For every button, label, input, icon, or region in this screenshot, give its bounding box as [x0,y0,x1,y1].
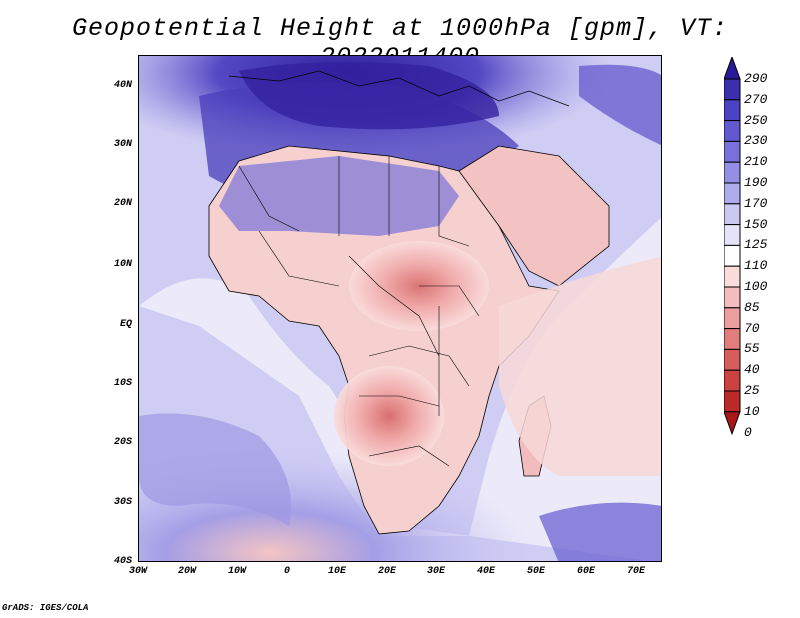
colorbar-label: 210 [744,154,768,170]
colorbar-label: 70 [744,320,760,336]
colorbar-top-arrow [724,57,741,80]
lon-label-20w: 20W [177,566,196,577]
colorbar-label: 125 [744,237,768,253]
lon-label-70e: 70E [626,566,645,577]
colorbar-segment [724,244,741,267]
lat-label-30s: 30S [113,497,132,508]
colorbar-segment [724,99,741,122]
colorbar-segment [724,161,741,184]
colorbar-label: 170 [744,195,768,211]
lon-label-30e: 30E [426,566,445,577]
colorbar-segment [724,265,741,288]
lon-label-10e: 10E [327,566,346,577]
colorbar-segment [724,307,741,330]
colorbar-label: 230 [744,133,768,149]
lat-label-30n: 30N [113,139,132,150]
lat-label-40n: 40N [113,80,132,91]
colorbar-label: 270 [744,91,768,107]
colorbar-label: 100 [744,279,768,294]
colorbar-segment [724,120,741,142]
colorbar-label: 110 [744,258,768,274]
colorbar-label: 85 [744,299,760,315]
lon-label-60e: 60E [576,566,595,577]
colorbar-segment [724,182,741,205]
colorbar-segment [724,224,741,246]
colorbar-segment [724,348,741,371]
lat-label-10s: 10S [113,378,132,389]
colorbar-label: 10 [744,403,760,419]
colorbar-bottom-arrow [724,411,741,436]
colorbar-label: 190 [744,175,768,190]
geopotential-map [139,56,661,561]
lat-label-eq: EQ [119,319,132,330]
lon-label-10w: 10W [227,566,246,577]
lon-label-50e: 50E [526,566,545,577]
colorbar-svg [724,57,741,436]
colorbar-segment [724,286,741,309]
colorbar-label: 0 [744,424,752,440]
lat-label-20n: 20N [113,198,132,209]
map-plot-area [138,55,662,562]
colorbar-label: 290 [744,71,768,86]
colorbar-label: 40 [744,362,760,378]
colorbar-label: 25 [744,383,760,398]
colorbar-segment [724,140,741,163]
colorbar-label: 150 [744,216,768,232]
footer-credit: GrADS: IGES/COLA [2,603,89,613]
colorbar-segment [724,78,741,101]
colorbar-label: 55 [744,341,760,357]
lon-label-30w: 30W [128,566,147,577]
lat-label-20s: 20S [113,437,132,448]
colorbar-label: 250 [744,112,768,128]
lat-label-10n: 10N [113,259,132,270]
colorbar-segment [724,203,741,226]
lon-label-40e: 40E [476,566,495,577]
lat-label-40s: 40S [113,556,132,567]
lon-label-0: 0 [283,566,290,577]
colorbar-segment [724,369,741,392]
colorbar-segment [724,328,741,350]
colorbar-segment [724,390,741,413]
lon-label-20e: 20E [377,566,396,577]
